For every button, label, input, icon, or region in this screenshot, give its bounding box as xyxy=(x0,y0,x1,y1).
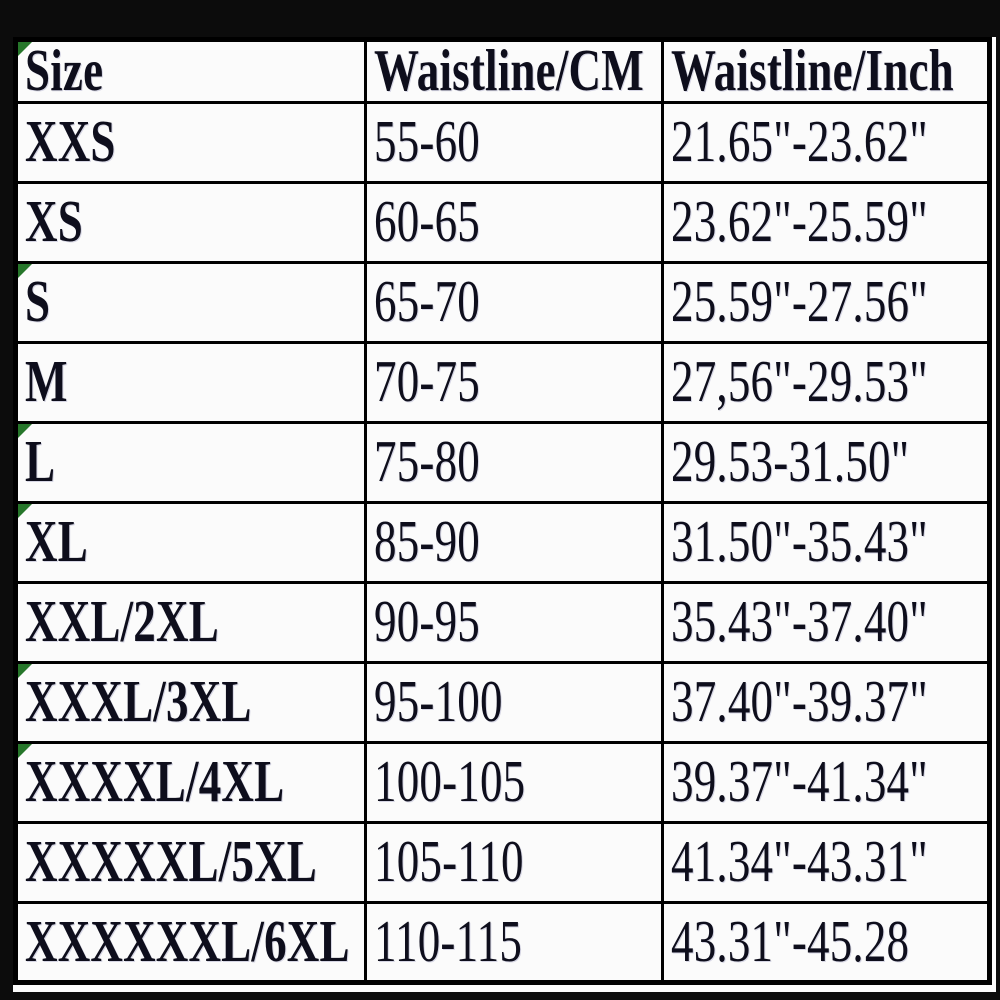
cell-cm: 85-90 xyxy=(364,501,664,584)
table-row: XXXXL/4XL 100-105 39.37"-41.34" xyxy=(14,741,991,824)
table-row: XXXXXL/5XL 105-110 41.34"-43.31" xyxy=(14,821,991,904)
cell-text-size: XXL/2XL xyxy=(25,588,219,655)
table-row: XS 60-65 23.62"-25.59" xyxy=(14,181,991,264)
header-cell-size: Size xyxy=(14,38,367,104)
cell-text-size: S xyxy=(25,268,51,335)
cell-inch: 37.40"-39.37" xyxy=(661,661,991,744)
cell-cm: 70-75 xyxy=(364,341,664,424)
cell-text-inch: 21.65"-23.62" xyxy=(671,108,928,175)
cell-text-inch: 35.43"-37.40" xyxy=(671,588,928,655)
cell-text-size: XXXXXL/5XL xyxy=(25,828,318,895)
spreadsheet-sheet: Size Waistline/CM Waistline/Inch XXS 55-6… xyxy=(13,37,996,992)
cell-text-inch: 39.37"-41.34" xyxy=(671,748,928,815)
cell-size: XXXXXL/5XL xyxy=(14,821,367,904)
cell-text-size: XXXL/3XL xyxy=(25,668,252,735)
cell-cm: 75-80 xyxy=(364,421,664,504)
cell-inch: 31.50"-35.43" xyxy=(661,501,991,584)
cell-text-cm: 60-65 xyxy=(374,188,480,255)
column-header-label: Size xyxy=(25,39,104,103)
cell-text-cm: 55-60 xyxy=(374,108,480,175)
cell-size: XXXXXXL/6XL xyxy=(14,901,367,984)
cell-cm: 110-115 xyxy=(364,901,664,984)
cell-text-size: XXXXL/4XL xyxy=(25,748,285,815)
cell-inch: 43.31"-45.28 xyxy=(661,901,991,984)
cell-inch: 39.37"-41.34" xyxy=(661,741,991,824)
cell-text-size: XXS xyxy=(25,108,116,175)
cell-text-inch: 25.59"-27.56" xyxy=(671,268,928,335)
table-row: M 70-75 27,56"-29.53" xyxy=(14,341,991,424)
cell-text-size: M xyxy=(25,348,68,415)
table-row: L 75-80 29.53-31.50" xyxy=(14,421,991,504)
cell-text-cm: 100-105 xyxy=(374,748,526,815)
cell-text-inch: 29.53-31.50" xyxy=(671,428,910,495)
cell-inch: 25.59"-27.56" xyxy=(661,261,991,344)
cell-text-inch: 37.40"-39.37" xyxy=(671,668,928,735)
cell-inch: 27,56"-29.53" xyxy=(661,341,991,424)
cell-size: XL xyxy=(14,501,367,584)
cell-cm: 105-110 xyxy=(364,821,664,904)
cell-cm: 95-100 xyxy=(364,661,664,744)
cell-text-inch: 27,56"-29.53" xyxy=(671,348,928,415)
table-row: XL 85-90 31.50"-35.43" xyxy=(14,501,991,584)
cell-size: L xyxy=(14,421,367,504)
header-cell-waistline-inch: Waistline/Inch xyxy=(661,38,991,104)
cell-size: M xyxy=(14,341,367,424)
column-header-label: Waistline/Inch xyxy=(671,39,954,103)
cell-size: XS xyxy=(14,181,367,264)
cell-text-inch: 43.31"-45.28 xyxy=(671,907,910,974)
cell-text-cm: 85-90 xyxy=(374,508,480,575)
cell-text-cm: 95-100 xyxy=(374,668,503,735)
table-row: XXXXXXL/6XL 110-115 43.31"-45.28 xyxy=(14,901,991,984)
cell-text-inch: 41.34"-43.31" xyxy=(671,828,928,895)
cell-text-size: L xyxy=(25,428,56,495)
cell-inch: 21.65"-23.62" xyxy=(661,101,991,184)
table-row: XXS 55-60 21.65"-23.62" xyxy=(14,101,991,184)
column-header-label: Waistline/CM xyxy=(374,39,644,103)
cell-text-cm: 75-80 xyxy=(374,428,480,495)
cell-cm: 55-60 xyxy=(364,101,664,184)
cell-text-size: XXXXXXL/6XL xyxy=(25,907,350,974)
table-row: S 65-70 25.59"-27.56" xyxy=(14,261,991,344)
table-row: XXXL/3XL 95-100 37.40"-39.37" xyxy=(14,661,991,744)
cell-text-cm: 90-95 xyxy=(374,588,480,655)
cell-text-size: XS xyxy=(25,188,83,255)
cell-size: XXS xyxy=(14,101,367,184)
cell-cm: 60-65 xyxy=(364,181,664,264)
cell-cm: 90-95 xyxy=(364,581,664,664)
table-row: XXL/2XL 90-95 35.43"-37.40" xyxy=(14,581,991,664)
header-cell-waistline-cm: Waistline/CM xyxy=(364,38,664,104)
cell-text-inch: 31.50"-35.43" xyxy=(671,508,928,575)
cell-text-inch: 23.62"-25.59" xyxy=(671,188,928,255)
cell-text-cm: 110-115 xyxy=(374,907,523,974)
cell-text-cm: 70-75 xyxy=(374,348,480,415)
cell-size: XXL/2XL xyxy=(14,581,367,664)
cell-size: XXXL/3XL xyxy=(14,661,367,744)
cell-inch: 41.34"-43.31" xyxy=(661,821,991,904)
cell-inch: 23.62"-25.59" xyxy=(661,181,991,264)
header-row: Size Waistline/CM Waistline/Inch xyxy=(14,38,991,104)
cell-size: S xyxy=(14,261,367,344)
cell-inch: 29.53-31.50" xyxy=(661,421,991,504)
cell-size: XXXXL/4XL xyxy=(14,741,367,824)
cell-inch: 35.43"-37.40" xyxy=(661,581,991,664)
cell-cm: 100-105 xyxy=(364,741,664,824)
table-body: XXS 55-60 21.65"-23.62" XS 60-65 23.62"-25.59… xyxy=(14,101,991,984)
cell-text-size: XL xyxy=(25,508,88,575)
size-chart-table: Size Waistline/CM Waistline/Inch XXS 55-6… xyxy=(13,37,992,985)
cell-text-cm: 105-110 xyxy=(374,828,524,895)
cell-cm: 65-70 xyxy=(364,261,664,344)
cell-text-cm: 65-70 xyxy=(374,268,480,335)
